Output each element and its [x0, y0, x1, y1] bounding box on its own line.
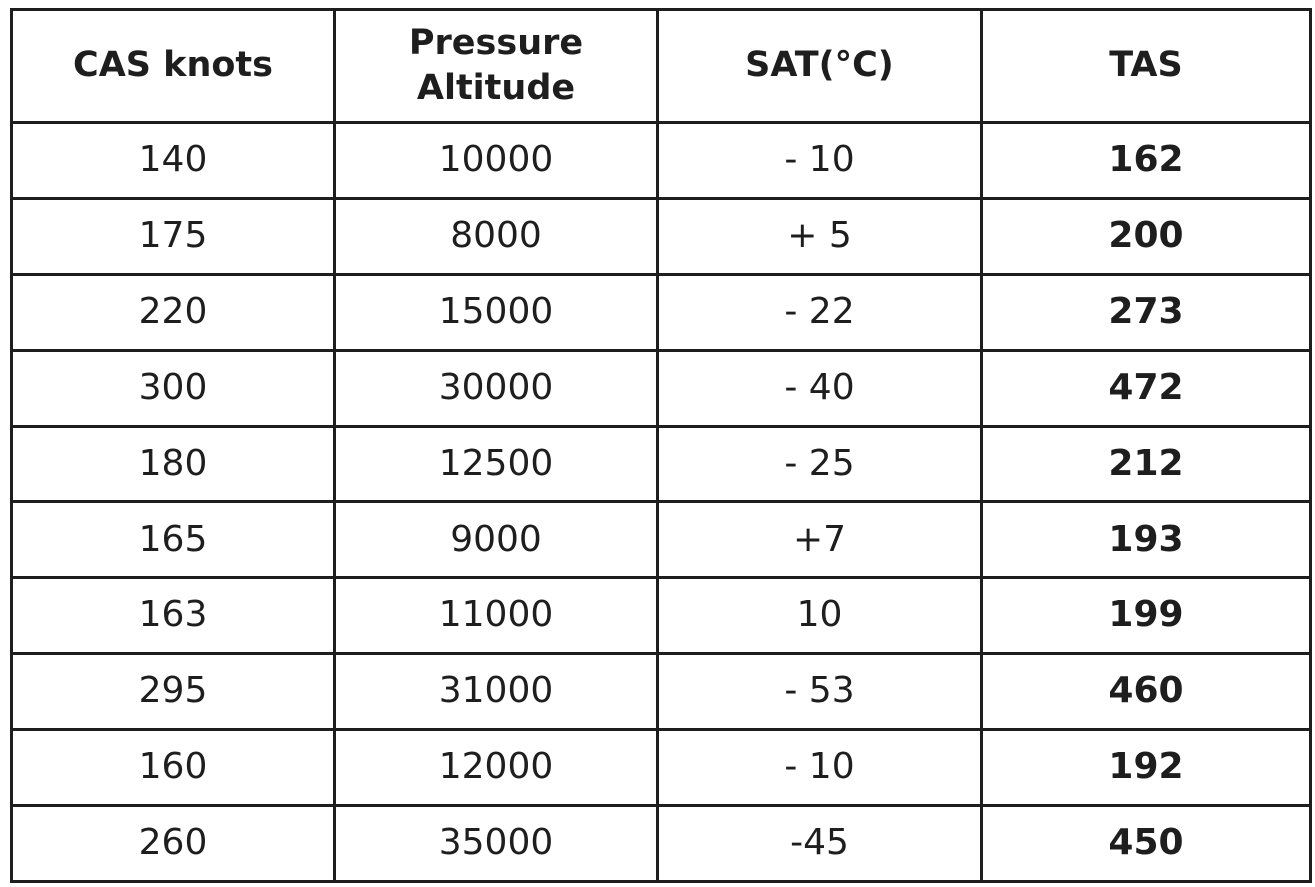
- cell-sat: 10: [656, 576, 983, 656]
- cell-tas: 199: [980, 576, 1312, 656]
- cell-altitude: 31000: [333, 652, 659, 732]
- table-row: 295 31000 - 53 460: [10, 652, 1312, 732]
- table-row: 160 12000 - 10 192: [10, 728, 1312, 808]
- cell-cas: 295: [10, 652, 336, 732]
- cell-altitude: 12000: [333, 728, 659, 808]
- header-tas: TAS: [980, 8, 1312, 124]
- cell-sat: - 53: [656, 652, 983, 732]
- cell-cas: 300: [10, 348, 336, 428]
- cell-altitude: 35000: [333, 804, 659, 883]
- cell-cas: 140: [10, 121, 336, 200]
- cell-tas: 460: [980, 652, 1312, 732]
- table-row: 180 12500 - 25 212: [10, 424, 1312, 504]
- table-row: 220 15000 - 22 273: [10, 272, 1312, 352]
- header-pressure-line1: Pressure: [408, 22, 584, 63]
- header-pressure-line2: Altitude: [416, 68, 576, 108]
- cell-sat: -45: [656, 804, 983, 883]
- header-pressure-altitude: Pressure Altitude: [333, 8, 659, 124]
- table-row: 175 8000 + 5 200: [10, 196, 1312, 276]
- table-row: 300 30000 - 40 472: [10, 348, 1312, 428]
- header-row: CAS knots Pressure Altitude SAT(°C) TAS: [10, 8, 1312, 124]
- header-sat: SAT(°C): [656, 8, 983, 124]
- cell-cas: 180: [10, 424, 336, 504]
- cell-cas: 160: [10, 728, 336, 808]
- cell-tas: 273: [980, 272, 1312, 352]
- cell-altitude: 9000: [333, 500, 659, 580]
- cell-altitude: 8000: [333, 196, 659, 276]
- cell-cas: 220: [10, 272, 336, 352]
- cell-cas: 175: [10, 196, 336, 276]
- cell-tas: 193: [980, 500, 1312, 580]
- table-row: 163 11000 10 199: [10, 576, 1312, 656]
- cell-sat: - 40: [656, 348, 983, 428]
- cell-tas: 472: [980, 348, 1312, 428]
- cell-tas: 212: [980, 424, 1312, 504]
- table-row: 165 9000 +7 193: [10, 500, 1312, 580]
- cell-altitude: 11000: [333, 576, 659, 656]
- cell-cas: 163: [10, 576, 336, 656]
- cell-tas: 450: [980, 804, 1312, 883]
- cell-altitude: 30000: [333, 348, 659, 428]
- cell-sat: + 5: [656, 196, 983, 276]
- table-row: 260 35000 -45 450: [10, 804, 1312, 883]
- cell-cas: 260: [10, 804, 336, 883]
- cell-sat: +7: [656, 500, 983, 580]
- header-cas-knots: CAS knots: [10, 8, 336, 124]
- table-row: 140 10000 - 10 162: [10, 121, 1312, 200]
- cell-sat: - 25: [656, 424, 983, 504]
- cell-altitude: 12500: [333, 424, 659, 504]
- cell-sat: - 10: [656, 728, 983, 808]
- cell-cas: 165: [10, 500, 336, 580]
- cell-tas: 162: [980, 121, 1312, 200]
- cell-altitude: 15000: [333, 272, 659, 352]
- cell-sat: - 10: [656, 121, 983, 200]
- cell-altitude: 10000: [333, 121, 659, 200]
- tas-conversion-table: CAS knots Pressure Altitude SAT(°C) TAS …: [10, 8, 1312, 883]
- cell-sat: - 22: [656, 272, 983, 352]
- cell-tas: 192: [980, 728, 1312, 808]
- cell-tas: 200: [980, 196, 1312, 276]
